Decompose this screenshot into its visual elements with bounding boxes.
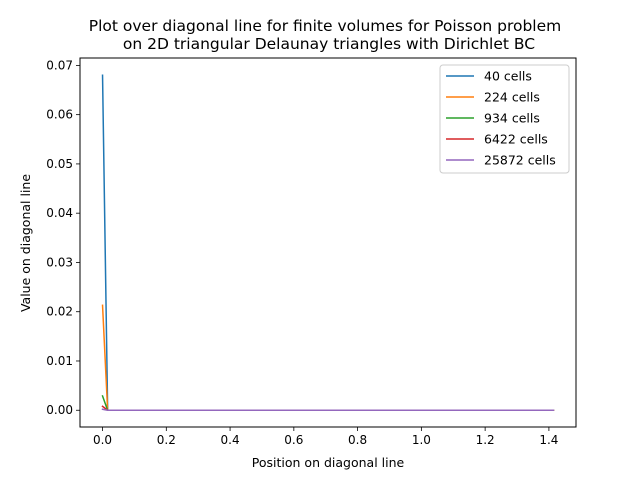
legend-label-4: 25872 cells <box>484 153 556 168</box>
chart-title-line-1: Plot over diagonal line for finite volum… <box>89 17 562 35</box>
x-tick-label: 1.4 <box>539 433 558 447</box>
x-axis-ticks: 0.0 0.2 0.4 0.6 0.8 1.0 1.2 1.4 <box>93 427 558 447</box>
y-axis-ticks: 0.00 0.01 0.02 0.03 0.04 0.05 0.06 0.07 <box>46 58 80 417</box>
y-axis-label: Value on diagonal line <box>18 174 33 312</box>
x-tick-label: 0.0 <box>93 433 112 447</box>
legend-label-2: 934 cells <box>484 111 540 126</box>
legend: 40 cells 224 cells 934 cells 6422 cells 2587… <box>439 64 570 174</box>
y-tick-label: 0.03 <box>46 255 73 269</box>
x-tick-label: 1.0 <box>412 433 431 447</box>
legend-label-1: 224 cells <box>484 90 540 105</box>
y-tick-label: 0.02 <box>46 305 73 319</box>
x-tick-label: 0.8 <box>348 433 367 447</box>
y-tick-label: 0.01 <box>46 354 73 368</box>
y-tick-label: 0.00 <box>46 403 73 417</box>
y-tick-label: 0.04 <box>46 206 73 220</box>
x-tick-label: 0.6 <box>284 433 303 447</box>
legend-label-3: 6422 cells <box>484 132 548 147</box>
legend-label-0: 40 cells <box>484 69 532 84</box>
plot-lines <box>101 74 555 411</box>
y-tick-label: 0.05 <box>46 157 73 171</box>
y-tick-label: 0.06 <box>46 108 73 122</box>
plot-frame <box>79 57 577 428</box>
y-tick-label: 0.07 <box>46 58 73 72</box>
x-axis-label: Position on diagonal line <box>252 455 405 470</box>
legend-box <box>439 64 570 174</box>
series-line-4 <box>101 408 555 411</box>
chart-title-line-2: on 2D triangular Delaunay triangles with… <box>123 35 535 53</box>
x-tick-label: 0.4 <box>221 433 240 447</box>
x-tick-label: 0.2 <box>157 433 176 447</box>
x-tick-label: 1.2 <box>476 433 495 447</box>
